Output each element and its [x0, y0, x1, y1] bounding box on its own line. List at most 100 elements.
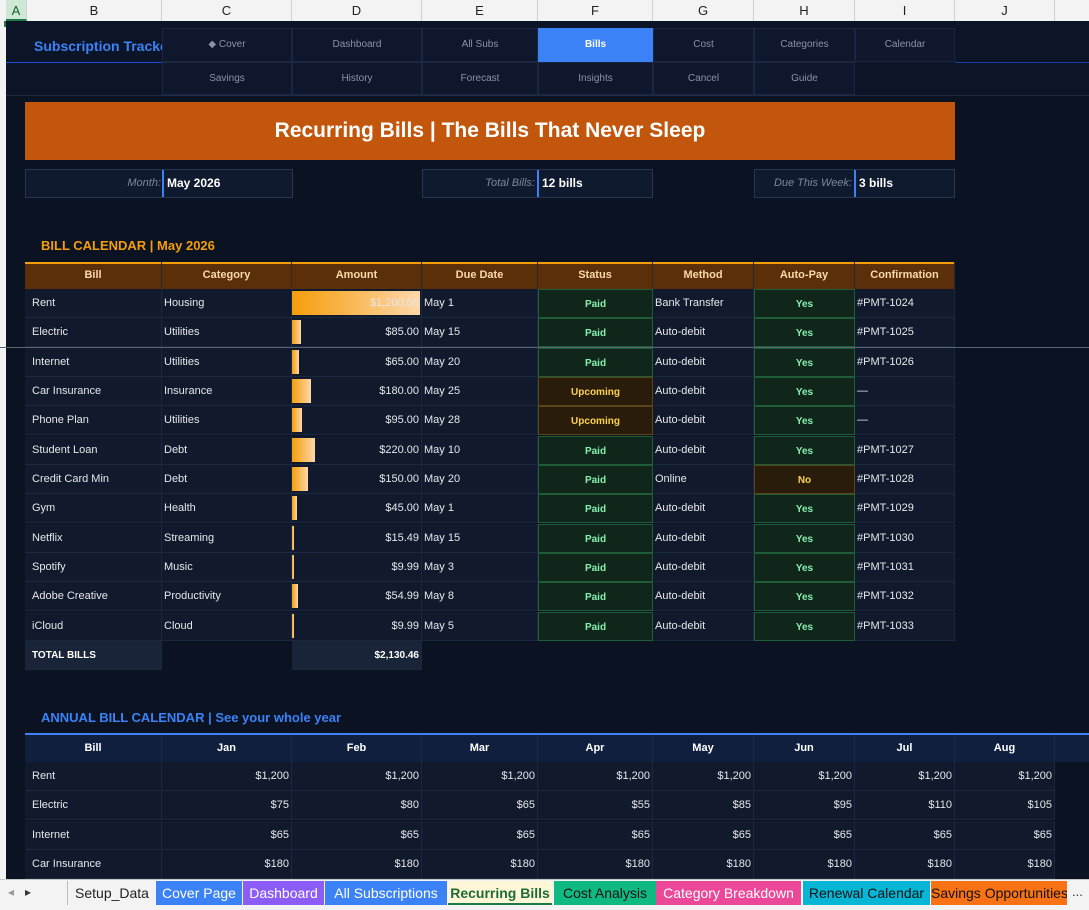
bill-cell-due[interactable]: May 8 — [422, 582, 538, 612]
annual-cell-amount[interactable]: $180 — [162, 849, 292, 879]
sheet-tab-all-subscriptions[interactable]: All Subscriptions — [325, 881, 447, 905]
nav-button-cost[interactable]: Cost — [653, 28, 754, 62]
bill-cell-status[interactable]: Paid — [538, 435, 653, 465]
sheet-tab-recurring-bills[interactable]: Recurring Bills — [448, 881, 552, 905]
bill-cell-method[interactable]: Bank Transfer — [653, 289, 754, 318]
annual-cell-amount[interactable]: $1,200 — [422, 762, 538, 791]
nav-button-guide[interactable]: Guide — [754, 62, 855, 95]
bill-cell-autopay[interactable]: No — [754, 464, 855, 494]
nav-button-dashboard[interactable]: Dashboard — [292, 28, 422, 62]
bill-cell-autopay[interactable]: Yes — [754, 289, 855, 318]
bill-cell-autopay[interactable]: Yes — [754, 376, 855, 406]
bill-header-due-date[interactable]: Due Date — [422, 262, 538, 289]
bill-cell-due[interactable]: May 1 — [422, 494, 538, 524]
bill-cell-status[interactable]: Paid — [538, 523, 653, 553]
column-header-j[interactable]: J — [955, 0, 1055, 21]
bill-cell-bill[interactable]: Electric — [25, 318, 162, 348]
nav-button-insights[interactable]: Insights — [538, 62, 653, 95]
bill-cell-method[interactable]: Auto-debit — [653, 523, 754, 553]
bill-cell-amount[interactable]: $180.00 — [292, 376, 422, 406]
sheet-tab-cover-page[interactable]: Cover Page — [156, 881, 242, 905]
nav-button-forecast[interactable]: Forecast — [422, 62, 538, 95]
annual-cell-amount[interactable]: $1,200 — [292, 762, 422, 791]
annual-cell-amount[interactable]: $180 — [955, 849, 1055, 879]
bill-cell-method[interactable]: Auto-debit — [653, 318, 754, 348]
annual-cell-amount[interactable]: $85 — [653, 791, 754, 821]
bill-header-method[interactable]: Method — [653, 262, 754, 289]
bill-cell-category[interactable]: Utilities — [162, 318, 292, 348]
bill-header-status[interactable]: Status — [538, 262, 653, 289]
annual-cell-bill[interactable]: Internet — [25, 820, 162, 850]
annual-header-jun[interactable]: Jun — [754, 735, 855, 762]
bill-cell-method[interactable]: Auto-debit — [653, 347, 754, 377]
annual-header-mar[interactable]: Mar — [422, 735, 538, 762]
annual-header-jul[interactable]: Jul — [855, 735, 955, 762]
bill-cell-conf[interactable]: #PMT-1026 — [855, 347, 955, 377]
annual-cell-amount[interactable]: $55 — [538, 791, 653, 821]
sheet-tab-dashboard[interactable]: Dashboard — [243, 881, 324, 905]
bill-cell-autopay[interactable]: Yes — [754, 552, 855, 582]
bill-cell-conf[interactable]: #PMT-1029 — [855, 494, 955, 524]
bill-cell-amount[interactable]: $9.99 — [292, 552, 422, 582]
annual-cell-amount[interactable]: $65 — [422, 820, 538, 850]
annual-header-aug[interactable]: Aug — [955, 735, 1055, 762]
annual-cell-amount[interactable]: $180 — [292, 849, 422, 879]
bill-cell-autopay[interactable]: Yes — [754, 435, 855, 465]
bill-cell-due[interactable]: May 15 — [422, 523, 538, 553]
annual-cell-bill[interactable]: Car Insurance — [25, 849, 162, 879]
bill-cell-bill[interactable]: Rent — [25, 289, 162, 318]
annual-cell-amount[interactable]: $1,200 — [162, 762, 292, 791]
column-header-c[interactable]: C — [162, 0, 292, 21]
column-header-f[interactable]: F — [538, 0, 653, 21]
bill-cell-category[interactable]: Productivity — [162, 582, 292, 612]
bill-cell-method[interactable]: Auto-debit — [653, 406, 754, 436]
sheet-tab-renewal-calendar[interactable]: Renewal Calendar — [803, 881, 930, 905]
annual-cell-amount[interactable]: $180 — [538, 849, 653, 879]
column-header-e[interactable]: E — [422, 0, 538, 21]
bill-cell-bill[interactable]: Car Insurance — [25, 376, 162, 406]
bill-cell-status[interactable]: Upcoming — [538, 406, 653, 436]
sheet-tab-category-breakdown[interactable]: Category Breakdown — [656, 881, 801, 905]
bill-cell-due[interactable]: May 1 — [422, 289, 538, 318]
bill-cell-amount[interactable]: $85.00 — [292, 318, 422, 348]
annual-cell-amount[interactable]: $1,200 — [653, 762, 754, 791]
annual-cell-amount[interactable]: $180 — [422, 849, 538, 879]
bill-cell-status[interactable]: Paid — [538, 318, 653, 348]
annual-cell-amount[interactable]: $65 — [538, 820, 653, 850]
column-header-h[interactable]: H — [754, 0, 855, 21]
bill-header-bill[interactable]: Bill — [25, 262, 162, 289]
bill-cell-amount[interactable]: $95.00 — [292, 406, 422, 436]
annual-header-apr[interactable]: Apr — [538, 735, 653, 762]
nav-button-cover[interactable]: ◆ Cover — [162, 28, 292, 62]
bill-cell-amount[interactable]: $220.00 — [292, 435, 422, 465]
bill-cell-status[interactable]: Paid — [538, 582, 653, 612]
bill-cell-category[interactable]: Insurance — [162, 376, 292, 406]
bill-cell-bill[interactable]: Student Loan — [25, 435, 162, 465]
bill-cell-autopay[interactable]: Yes — [754, 523, 855, 553]
bill-cell-method[interactable]: Online — [653, 464, 754, 494]
nav-button-calendar[interactable]: Calendar — [855, 28, 955, 62]
column-header-g[interactable]: G — [653, 0, 754, 21]
scroll-right-icon[interactable]: ▸ — [25, 885, 32, 899]
annual-cell-amount[interactable]: $1,200 — [955, 762, 1055, 791]
annual-cell-amount[interactable]: $105 — [955, 791, 1055, 821]
annual-cell-amount[interactable]: $180 — [653, 849, 754, 879]
bill-cell-amount[interactable]: $1,200.00 — [292, 289, 422, 318]
bill-cell-status[interactable]: Upcoming — [538, 376, 653, 406]
bill-cell-category[interactable]: Cloud — [162, 611, 292, 641]
annual-cell-amount[interactable]: $80 — [292, 791, 422, 821]
annual-cell-bill[interactable]: Rent — [25, 762, 162, 791]
bill-cell-due[interactable]: May 3 — [422, 552, 538, 582]
bill-header-auto-pay[interactable]: Auto-Pay — [754, 262, 855, 289]
bill-cell-method[interactable]: Auto-debit — [653, 582, 754, 612]
bill-cell-due[interactable]: May 20 — [422, 347, 538, 377]
bill-cell-bill[interactable]: Credit Card Min — [25, 464, 162, 494]
bill-header-category[interactable]: Category — [162, 262, 292, 289]
bill-cell-method[interactable]: Auto-debit — [653, 376, 754, 406]
bill-cell-amount[interactable]: $54.99 — [292, 582, 422, 612]
bill-cell-amount[interactable]: $65.00 — [292, 347, 422, 377]
bill-cell-conf[interactable]: — — [855, 406, 955, 436]
bill-cell-method[interactable]: Auto-debit — [653, 494, 754, 524]
bill-cell-conf[interactable]: #PMT-1031 — [855, 552, 955, 582]
bill-cell-status[interactable]: Paid — [538, 552, 653, 582]
